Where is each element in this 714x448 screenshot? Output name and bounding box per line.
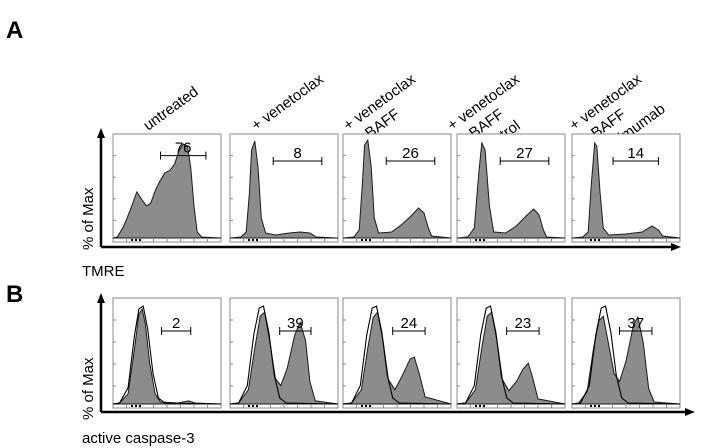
panel-a-histogram-5: 14: [571, 133, 681, 243]
condition-label-venetoclax: + venetoclax: [248, 70, 327, 134]
x-axis-label-a: TMRE: [82, 263, 125, 280]
histogram-fill: [112, 143, 222, 239]
gate-value: 24: [401, 315, 418, 332]
panel-b-label: B: [6, 281, 23, 308]
control-histogram-outline: [571, 305, 681, 405]
histogram-fill: [571, 141, 681, 239]
panel-b-histogram-4: 23: [456, 297, 566, 409]
gate-value: 26: [402, 145, 419, 162]
gate-value: 23: [515, 315, 532, 332]
histogram-frame: [229, 133, 339, 243]
condition-line: untreated: [140, 83, 201, 134]
y-axis-label-b: % of Max: [80, 357, 97, 420]
y-axis-label-a: % of Max: [80, 187, 97, 250]
histogram-fill: [229, 311, 339, 405]
gate-value: 76: [175, 140, 192, 157]
control-histogram-outline: [112, 305, 222, 405]
histogram-panels: 76 8 26 27 14 2 39 24 23 37: [112, 133, 681, 409]
panel-a-histogram-3: 26: [342, 133, 452, 243]
gate-value: 37: [627, 315, 644, 332]
condition-line: + venetoclax: [248, 70, 327, 134]
x-axis-label-b: active caspase-3: [82, 430, 195, 447]
condition-label-untreated: untreated: [140, 83, 201, 134]
panel-a-histogram-2: 8: [229, 133, 339, 243]
histogram-fill: [456, 311, 566, 405]
panel-b-histogram-3: 24: [342, 297, 452, 409]
control-histogram-outline: [342, 305, 452, 405]
panel-b-histogram-2: 39: [229, 297, 339, 409]
gate-value: 14: [627, 145, 644, 162]
gate-value: 39: [287, 315, 304, 332]
histogram-frame: [456, 133, 566, 243]
histogram-fill: [456, 141, 566, 239]
panel-a-histogram-4: 27: [456, 133, 566, 243]
panel-b-histogram-1: 2: [112, 297, 222, 409]
histogram-fill: [112, 307, 222, 405]
gate-value: 27: [516, 145, 533, 162]
histogram-fill: [342, 138, 452, 239]
histogram-fill: [229, 140, 339, 239]
control-histogram-outline: [229, 305, 339, 405]
panel-a-histogram-1: 76: [112, 133, 222, 243]
panel-b-histogram-5: 37: [571, 297, 681, 409]
gate-value: 2: [172, 315, 180, 332]
histogram-fill: [342, 311, 452, 405]
histogram-fill: [571, 315, 681, 405]
gate-value: 8: [293, 145, 301, 162]
panel-a-label: A: [6, 17, 23, 44]
control-histogram-outline: [456, 305, 566, 405]
